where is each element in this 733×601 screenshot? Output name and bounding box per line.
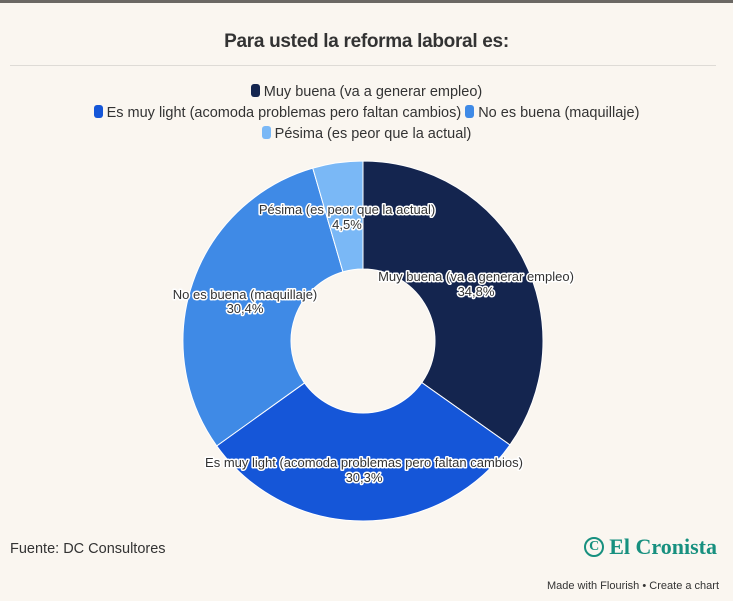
- slice-label-name: Es muy light (acomoda problemas pero fal…: [205, 455, 523, 470]
- legend-swatch: [261, 126, 271, 139]
- legend-label: No es buena (maquillaje): [478, 105, 640, 121]
- top-border: [0, 0, 733, 3]
- donut-slice[interactable]: [216, 381, 511, 522]
- legend-swatch: [465, 105, 475, 118]
- separator: •: [642, 580, 647, 592]
- title-divider: [10, 65, 716, 66]
- slice-label-value: 34,8%: [458, 284, 495, 299]
- slice-label-name: Pésima (es peor que la actual): [259, 202, 435, 217]
- slice-label-value: 30,4%: [227, 301, 264, 316]
- legend-item[interactable]: Muy buena (va a generar empleo): [250, 82, 483, 103]
- legend-label: Es muy light (acomoda problemas pero fal…: [106, 105, 462, 121]
- donut-slice[interactable]: [362, 160, 544, 446]
- made-with-flourish-link[interactable]: Made with Flourish: [546, 580, 640, 592]
- legend-label: Muy buena (va a generar empleo): [263, 84, 483, 100]
- slice-label-value: 4,5%: [332, 217, 362, 232]
- legend-label: Pésima (es peor que la actual): [274, 126, 472, 142]
- slice-label-name: Muy buena (va a generar empleo): [378, 269, 574, 284]
- legend-item[interactable]: Es muy light (acomoda problemas pero fal…: [93, 103, 462, 124]
- source-note: Fuente: DC Consultores: [10, 541, 166, 557]
- legend-swatch: [93, 105, 103, 118]
- donut-slice[interactable]: [182, 167, 344, 447]
- create-chart-link[interactable]: Create a chart: [649, 580, 719, 592]
- legend: Muy buena (va a generar empleo) Es muy l…: [0, 82, 733, 145]
- flourish-credit: Made with Flourish • Create a chart: [547, 580, 719, 592]
- donut-slice[interactable]: [312, 160, 364, 273]
- slice-label-value: 30,3%: [346, 470, 383, 485]
- legend-swatch: [250, 84, 260, 97]
- chart-title: Para usted la reforma laboral es:: [224, 31, 509, 52]
- legend-item[interactable]: No es buena (maquillaje): [465, 103, 639, 124]
- logo-text: El Cronista: [609, 534, 717, 559]
- el-cronista-logo[interactable]: C El Cronista: [584, 534, 717, 560]
- slice-label-name: No es buena (maquillaje): [173, 287, 318, 302]
- logo-icon: C: [584, 537, 605, 557]
- legend-item[interactable]: Pésima (es peor que la actual): [261, 124, 472, 145]
